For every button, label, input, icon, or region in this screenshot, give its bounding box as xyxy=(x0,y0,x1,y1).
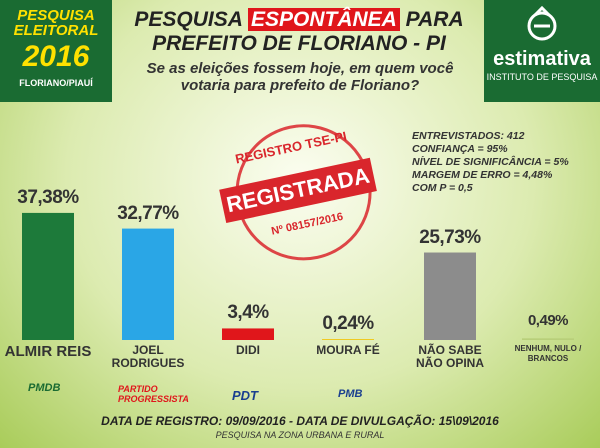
bar xyxy=(322,339,374,340)
value-label: 32,77% xyxy=(117,202,179,224)
brand-icon xyxy=(527,6,557,41)
value-label: 0,49% xyxy=(527,312,569,330)
stat-line: COM P = 0,5 xyxy=(412,182,473,194)
footer-dates: DATA DE REGISTRO: 09/09/2016 - DATA DE D… xyxy=(101,414,499,428)
category-label: DIDI xyxy=(236,343,260,357)
brand-box: estimativa INSTITUTO DE PESQUISA xyxy=(484,0,600,102)
party-logo: PDT xyxy=(232,388,258,403)
value-label: 3,4% xyxy=(227,302,269,324)
value-label: 0,24% xyxy=(322,313,374,335)
stat-line: ENTREVISTADOS: 412 xyxy=(412,130,525,142)
bar xyxy=(22,212,74,340)
bar xyxy=(222,328,274,340)
category-label: JOEL RODRIGUES xyxy=(111,343,185,370)
party-logo: PMB xyxy=(338,388,363,400)
badge-place: FLORIANO/PIAUÍ xyxy=(19,78,93,88)
title-start: PESQUISA xyxy=(134,8,243,31)
value-label: 25,73% xyxy=(419,226,481,248)
category-label: MOURA FÉ xyxy=(316,343,380,357)
category-label: NENHUM, NULO / BRANCOS xyxy=(514,344,582,363)
badge: PESQUISA ELEITORAL 2016 FLORIANO/PIAUÍ xyxy=(0,0,112,102)
brand: estimativa xyxy=(493,48,591,70)
stat-line: CONFIANÇA = 95% xyxy=(412,143,508,155)
badge-top: PESQUISA ELEITORAL xyxy=(13,7,99,39)
party-logo: PARTIDO PROGRESSISTA xyxy=(118,384,189,404)
title-end: PARA xyxy=(405,8,464,31)
stat-line: NÍVEL DE SIGNIFICÂNCIA = 5% xyxy=(412,156,569,168)
bar xyxy=(522,338,574,340)
title-line2: PREFEITO DE FLORIANO - PI xyxy=(152,32,446,55)
title: PESQUISA ESPONTÂNEA PARA PREFEITO DE FLO… xyxy=(118,8,480,56)
value-label: 37,38% xyxy=(17,186,79,208)
bar xyxy=(424,252,476,340)
party-logo: PMDB xyxy=(28,382,61,394)
footer-note: PESQUISA NA ZONA URBANA E RURAL xyxy=(215,430,385,440)
question: Se as eleições fossem hoje, em quem você… xyxy=(146,60,454,94)
stats: ENTREVISTADOS: 412 CONFIANÇA = 95% NÍVEL D… xyxy=(412,130,569,195)
title-highlight: ESPONTÂNEA xyxy=(247,8,400,31)
stat-line: MARGEM DE ERRO = 4,48% xyxy=(412,169,553,181)
bar xyxy=(122,228,174,340)
brand-sub: INSTITUTO DE PESQUISA xyxy=(486,72,598,82)
category-label: NÃO SABE NÃO OPINA xyxy=(415,343,484,370)
category-label: ALMIR REIS xyxy=(4,343,92,360)
badge-year: 2016 xyxy=(22,40,90,73)
